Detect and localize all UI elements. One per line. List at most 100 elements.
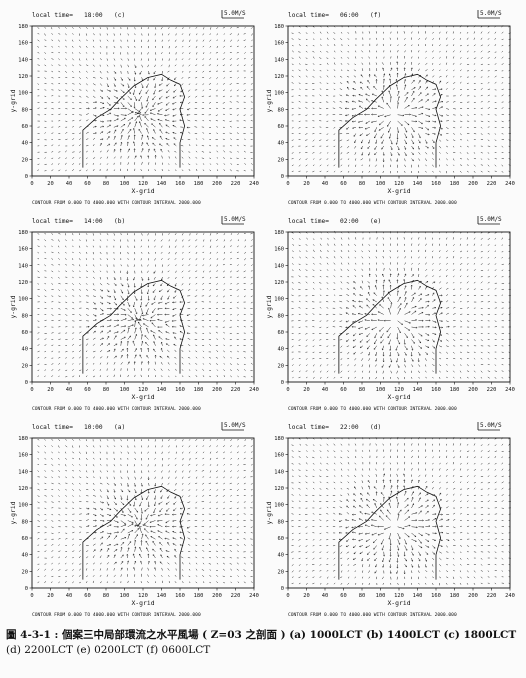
x-tick-label: 140	[157, 181, 167, 187]
y-tick-label: 0	[25, 586, 28, 592]
y-tick-label: 80	[22, 313, 29, 319]
wind-field-plot-f: local time= 06:00 (f) 5.0M/S 0 20 40 60 80 100 120…	[265, 10, 515, 206]
x-tick-label: 160	[431, 593, 441, 599]
y-tick-label: 60	[278, 330, 285, 336]
contour-info: CONTOUR FROM 0.000 TO 4000.000 WITH CONT…	[288, 200, 457, 206]
time-value: 02:00	[340, 218, 359, 225]
x-tick-label: 80	[359, 181, 366, 187]
y-tick-label: 60	[22, 330, 29, 336]
reference-vector	[477, 422, 500, 431]
terrain-contour	[82, 485, 186, 580]
y-tick-label: 120	[18, 280, 28, 286]
contour-info: CONTOUR FROM 0.000 TO 4000.000 WITH CONT…	[288, 612, 457, 618]
terrain-contour	[338, 485, 442, 580]
contour-info: CONTOUR FROM 0.000 TO 4000.000 WITH CONT…	[32, 200, 201, 206]
y-tick-label: 140	[274, 469, 284, 475]
x-tick-label: 180	[194, 593, 204, 599]
x-axis-label: X-grid	[387, 187, 410, 195]
x-tick-label: 240	[505, 181, 515, 187]
y-tick-label: 20	[22, 157, 29, 163]
x-tick-label: 80	[103, 593, 110, 599]
time-label: local time=	[288, 12, 329, 19]
x-tick-label: 200	[212, 387, 222, 393]
time-label: local time=	[32, 424, 73, 431]
y-tick-label: 100	[274, 91, 284, 97]
y-tick-label: 20	[22, 363, 29, 369]
y-tick-label: 0	[281, 586, 284, 592]
y-axis-label: y-grid	[9, 501, 17, 524]
x-tick-label: 140	[413, 387, 423, 393]
terrain-contour	[82, 73, 186, 168]
x-tick-label: 100	[120, 387, 130, 393]
time-label: local time=	[288, 218, 329, 225]
x-tick-label: 100	[376, 181, 386, 187]
x-tick-label: 120	[394, 593, 404, 599]
plot-frame	[287, 25, 511, 177]
x-axis-label: X-grid	[131, 599, 154, 607]
plot-frame	[287, 437, 511, 589]
y-tick-label: 40	[22, 553, 29, 559]
x-tick-label: 80	[359, 387, 366, 393]
y-tick-label: 100	[18, 503, 28, 509]
x-tick-label: 220	[231, 181, 241, 187]
wind-vectors	[37, 233, 253, 378]
x-tick-label: 100	[120, 593, 130, 599]
x-tick-label: 220	[487, 181, 497, 187]
x-tick-label: 40	[66, 593, 73, 599]
y-tick-label: 160	[274, 247, 284, 253]
wind-field-plot-a: local time= 10:00 (a) 5.0M/S 0 20 40 60 80 100 120…	[9, 422, 259, 618]
x-tick-label: 140	[413, 593, 423, 599]
x-tick-label: 160	[431, 387, 441, 393]
y-axis-label: y-grid	[265, 295, 273, 318]
y-tick-label: 180	[274, 230, 284, 236]
x-tick-label: 0	[286, 593, 289, 599]
reference-vector-label: 5.0M/S	[480, 216, 502, 223]
terrain-contour	[338, 73, 442, 168]
y-tick-label: 120	[18, 486, 28, 492]
x-tick-label: 80	[103, 387, 110, 393]
wind-panel-c: local time= 18:00 (c) 5.0M/S 0 20 40 60 80 100 120…	[6, 6, 262, 215]
reference-vector	[221, 422, 244, 431]
reference-vector-label: 5.0M/S	[224, 422, 246, 429]
wind-field-plot-c: local time= 18:00 (c) 5.0M/S 0 20 40 60 80 100 120…	[9, 10, 259, 206]
y-tick-label: 100	[18, 297, 28, 303]
x-tick-label: 180	[450, 387, 460, 393]
wind-panel-b: local time= 14:00 (b) 5.0M/S 0 20 40 60 80 100 120…	[6, 212, 262, 421]
plot-frame	[31, 25, 255, 177]
x-tick-label: 200	[468, 387, 478, 393]
y-tick-label: 100	[18, 91, 28, 97]
x-tick-label: 140	[413, 181, 423, 187]
y-tick-label: 140	[274, 57, 284, 63]
y-tick-label: 60	[278, 536, 285, 542]
y-tick-label: 80	[278, 313, 285, 319]
y-tick-label: 40	[22, 347, 29, 353]
x-axis-label: X-grid	[131, 393, 154, 401]
y-tick-label: 80	[22, 519, 29, 525]
y-tick-label: 20	[278, 569, 285, 575]
y-tick-label: 180	[274, 436, 284, 442]
x-tick-label: 120	[138, 181, 148, 187]
time-label: local time=	[32, 218, 73, 225]
x-tick-label: 40	[66, 181, 73, 187]
y-axis-label: y-grid	[265, 89, 273, 112]
x-tick-label: 100	[376, 387, 386, 393]
reference-vector	[477, 10, 500, 19]
y-tick-label: 160	[18, 453, 28, 459]
x-tick-label: 60	[84, 593, 91, 599]
y-axis-label: y-grid	[265, 501, 273, 524]
caption-line-2: (d) 2200LCT (e) 0200LCT (f) 0600LCT	[6, 644, 211, 656]
figure-caption: 圖 4-3-1 : 個案三中局部環流之水平風場 ( Z=03 之剖面 ) (a)…	[6, 628, 522, 658]
x-tick-label: 220	[231, 593, 241, 599]
y-tick-label: 160	[274, 41, 284, 47]
x-tick-label: 200	[468, 593, 478, 599]
y-tick-label: 60	[278, 124, 285, 130]
time-value: 10:00	[84, 424, 103, 431]
x-tick-label: 40	[66, 387, 73, 393]
x-tick-label: 120	[394, 181, 404, 187]
x-tick-label: 200	[468, 181, 478, 187]
y-tick-label: 0	[281, 174, 284, 180]
wind-panel-e: local time= 02:00 (e) 5.0M/S 0 20 40 60 80 100 120…	[262, 212, 518, 421]
contour-info: CONTOUR FROM 0.000 TO 4000.000 WITH CONT…	[32, 612, 201, 618]
x-tick-label: 160	[175, 593, 185, 599]
x-tick-label: 60	[340, 387, 347, 393]
